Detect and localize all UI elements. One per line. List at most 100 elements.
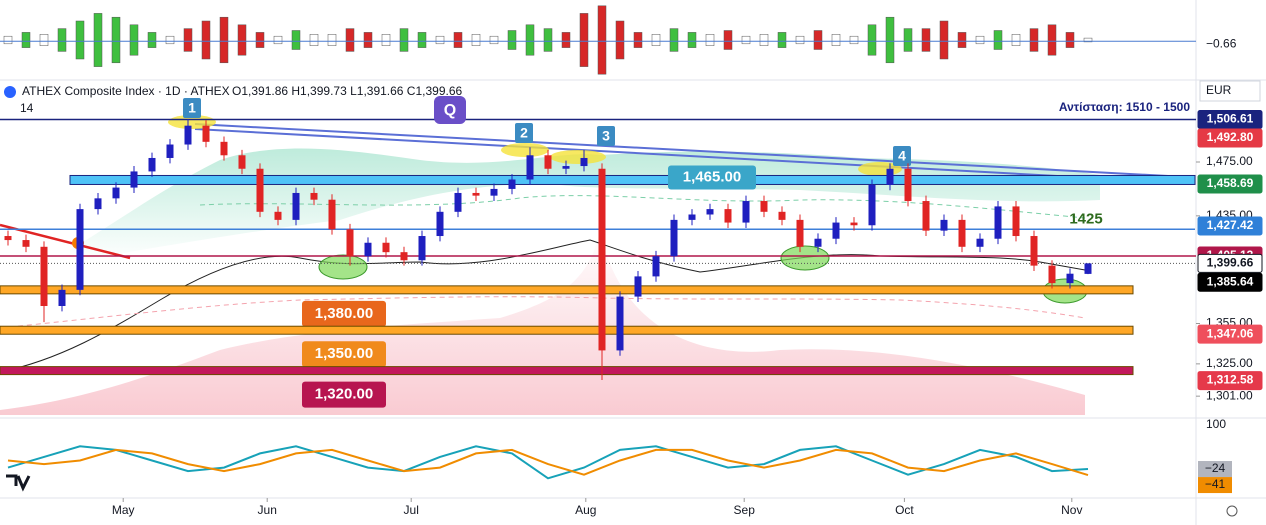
osc-bar xyxy=(867,24,877,56)
osc-bar xyxy=(903,28,913,52)
symbol[interactable]: ATHEX Composite Index · 1D · ATHEX xyxy=(22,84,230,98)
osc-bar xyxy=(1011,34,1021,46)
osc-bar xyxy=(471,34,481,46)
candle-body xyxy=(184,125,192,145)
candle-body xyxy=(922,201,930,231)
osc-bar xyxy=(363,32,373,48)
stoch-line xyxy=(7,445,1089,480)
candle-body xyxy=(94,198,102,210)
wave-label: 1 xyxy=(188,100,196,116)
osc-bar xyxy=(885,16,895,64)
wave-label: 2 xyxy=(520,125,528,141)
osc-bar xyxy=(525,24,535,56)
osc-bar xyxy=(291,30,301,50)
candle-body xyxy=(310,192,318,200)
x-tick-label: Nov xyxy=(1061,503,1082,517)
wave-label: 3 xyxy=(602,128,610,144)
candle-body xyxy=(976,238,984,247)
candle-body xyxy=(616,296,624,351)
stoch-line xyxy=(7,448,1089,477)
osc-bar xyxy=(1083,37,1093,43)
osc-bar xyxy=(3,35,13,45)
osc-bar xyxy=(219,16,229,64)
level-label: 1,320.00 xyxy=(315,386,373,403)
candle-body xyxy=(22,240,30,247)
osc-bar xyxy=(273,35,283,45)
osc-bar xyxy=(921,28,931,52)
osc-bar xyxy=(345,28,355,52)
x-tick-label: Oct xyxy=(895,503,914,517)
price-tag-label: 1,492.80 xyxy=(1207,130,1254,144)
candle-body xyxy=(490,188,498,196)
osc-bar xyxy=(381,34,391,46)
osc-bar xyxy=(39,34,49,46)
wave-box xyxy=(515,123,533,143)
level-band xyxy=(0,325,1134,335)
osc-bar xyxy=(93,13,103,67)
currency-box[interactable] xyxy=(1199,80,1261,102)
level-box xyxy=(302,381,386,408)
osc-bar xyxy=(615,20,625,60)
osc-bar xyxy=(399,28,409,52)
candle-body xyxy=(238,155,246,169)
price-tag-label: 1,347.06 xyxy=(1207,326,1254,340)
osc-bar xyxy=(957,32,967,48)
candle-body xyxy=(1084,263,1092,274)
osc-bar xyxy=(777,32,787,48)
stoch-tick: 100 xyxy=(1206,417,1226,431)
candle-body xyxy=(634,276,642,297)
price-tag xyxy=(1197,174,1263,194)
currency[interactable]: EUR xyxy=(1206,83,1232,97)
candle-body xyxy=(112,187,120,199)
level-band xyxy=(0,366,1134,376)
osc-bar xyxy=(1047,24,1057,56)
candle-body xyxy=(400,252,408,261)
candle-body xyxy=(274,211,282,220)
osc-bar xyxy=(543,28,553,52)
osc-bar xyxy=(111,16,121,64)
candle-body xyxy=(958,219,966,247)
candle-body xyxy=(1048,265,1056,284)
candle-body xyxy=(148,157,156,172)
stoch-tag xyxy=(1198,477,1232,494)
candle-body xyxy=(328,199,336,230)
osc-bar xyxy=(489,35,499,45)
level-label: 1,350.00 xyxy=(315,345,373,362)
x-tick-label: Jul xyxy=(404,503,419,517)
price-tag-label: 1,427.42 xyxy=(1207,218,1254,232)
candle-body xyxy=(1012,206,1020,237)
osc-bar xyxy=(849,35,859,45)
x-tick-label: Jun xyxy=(258,503,277,517)
osc-bar xyxy=(237,24,247,56)
osc-bar xyxy=(1065,32,1075,48)
osc-bar xyxy=(939,20,949,60)
osc-bar xyxy=(435,35,445,45)
price-tag xyxy=(1197,109,1263,129)
osc-bar xyxy=(651,34,661,46)
wave-box xyxy=(597,126,615,146)
osc-bar xyxy=(633,32,643,48)
osc-bar xyxy=(183,28,193,52)
wave-box xyxy=(183,98,201,118)
candle-body xyxy=(994,206,1002,239)
level-label: 1,380.00 xyxy=(315,305,373,322)
level-box xyxy=(302,300,386,327)
stoch-tag-label: −41 xyxy=(1205,477,1226,491)
x-tick-label: Sep xyxy=(734,503,756,517)
candle-body xyxy=(526,155,534,180)
candle-body xyxy=(130,171,138,188)
x-tick-label: Aug xyxy=(575,503,596,517)
candle-body xyxy=(544,155,552,169)
y-tick-label: 1,325.00 xyxy=(1206,356,1253,370)
osc-bar xyxy=(831,34,841,46)
wave-label: 4 xyxy=(898,148,906,164)
osc-bar xyxy=(57,28,67,52)
ohlc-legend: O1,391.86 H1,399.73 L1,391.66 C1,399.66 xyxy=(232,84,463,98)
candle-body xyxy=(670,219,678,257)
resistance-note: Αντίσταση: 1510 - 1500 xyxy=(1059,100,1190,114)
candle-body xyxy=(814,238,822,247)
candle-body xyxy=(904,168,912,202)
stoch-tag-label: −24 xyxy=(1205,461,1226,475)
osc-bar xyxy=(309,34,319,46)
candle-body xyxy=(382,242,390,253)
